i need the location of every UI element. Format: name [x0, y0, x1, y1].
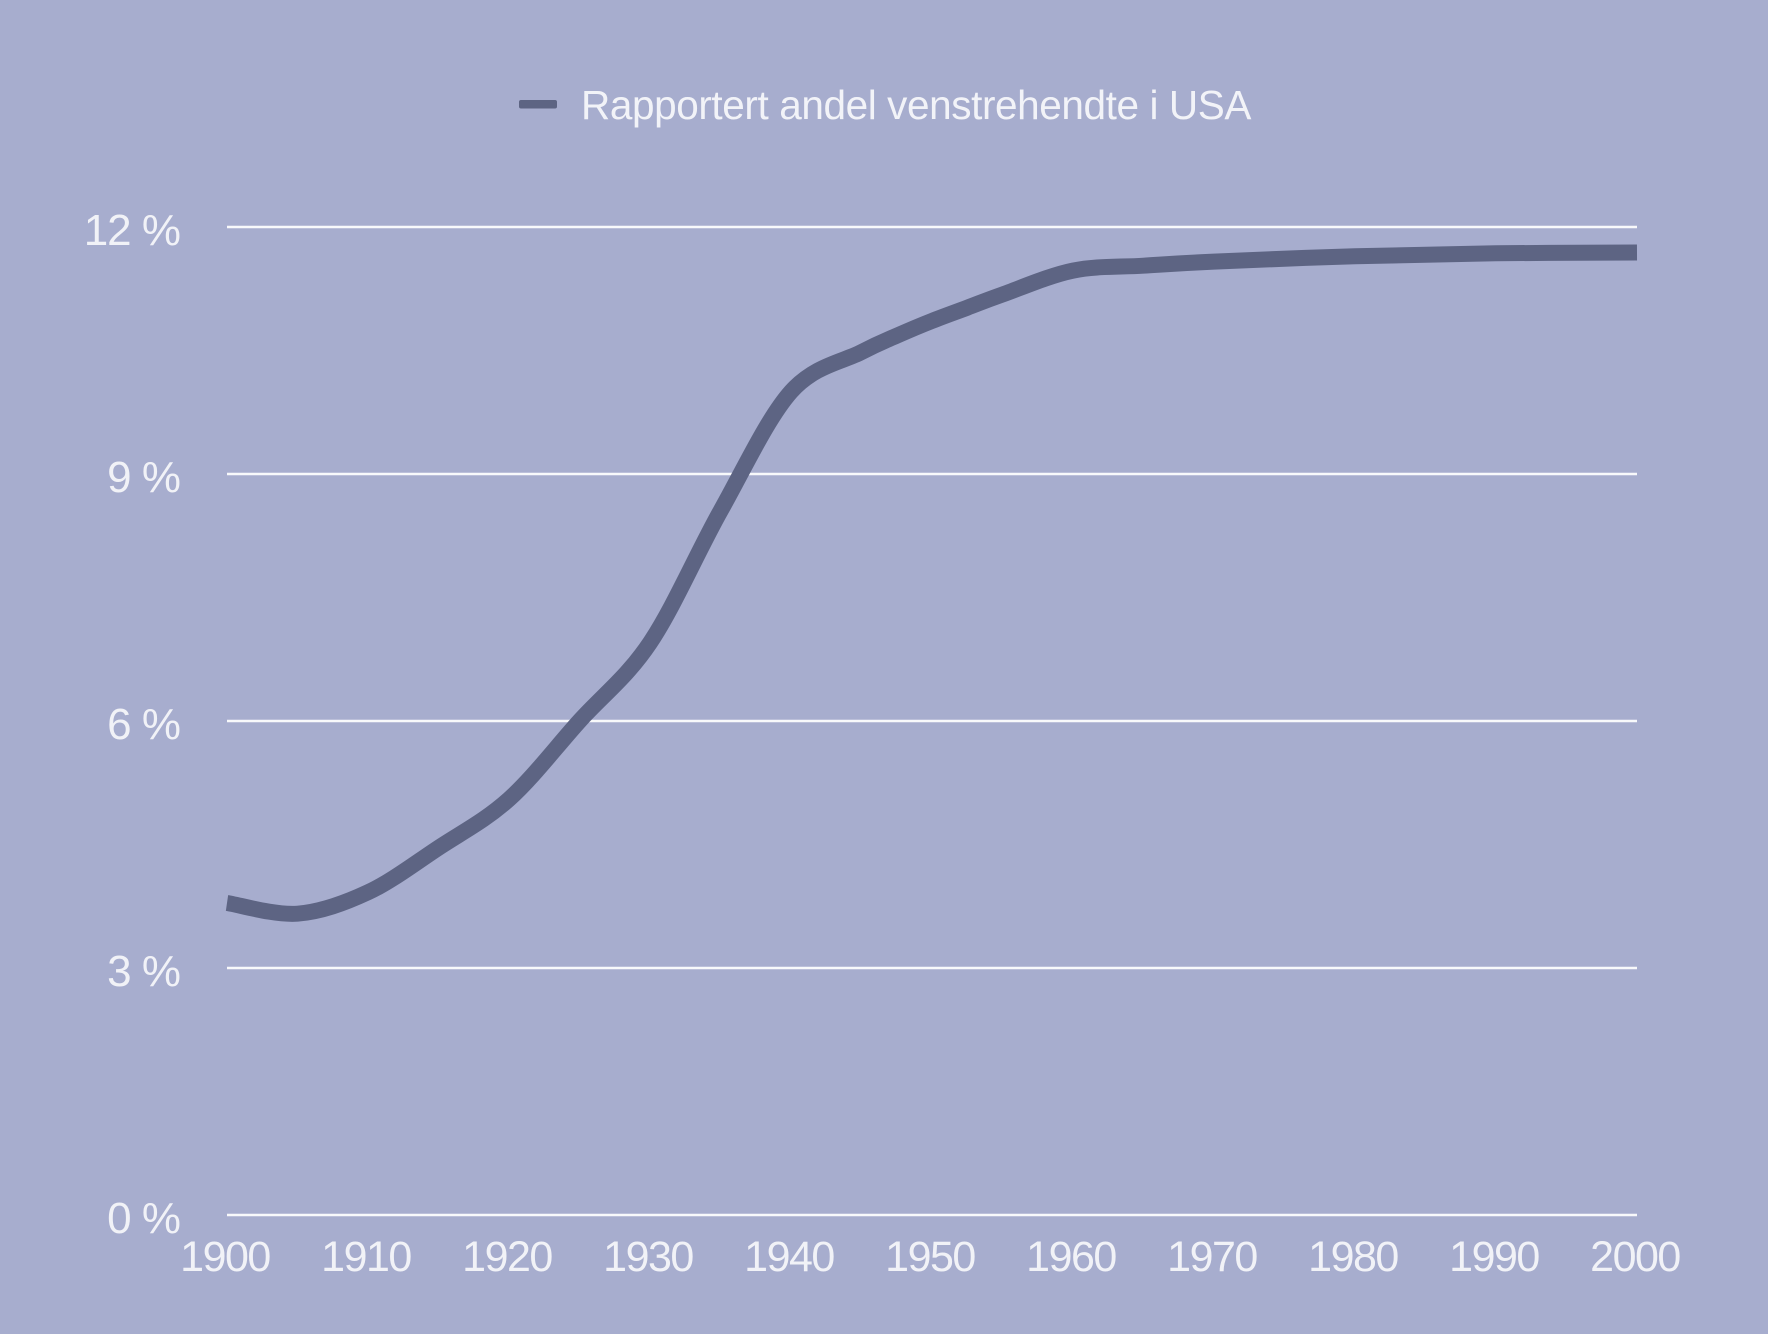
svg-text:Rapportert andel venstrehendte: Rapportert andel venstrehendte i USA [581, 82, 1251, 128]
svg-text:1960: 1960 [1026, 1233, 1116, 1281]
svg-text:0 %: 0 % [107, 1194, 180, 1243]
svg-text:1930: 1930 [603, 1233, 693, 1281]
svg-text:9 %: 9 % [107, 453, 180, 502]
svg-text:1940: 1940 [744, 1233, 834, 1281]
svg-text:1950: 1950 [885, 1233, 975, 1281]
svg-text:3 %: 3 % [107, 947, 180, 996]
svg-text:6 %: 6 % [107, 700, 180, 749]
svg-text:1910: 1910 [321, 1233, 411, 1281]
svg-text:1980: 1980 [1308, 1233, 1398, 1281]
svg-text:1990: 1990 [1449, 1233, 1539, 1281]
svg-text:12 %: 12 % [84, 206, 180, 255]
svg-text:1900: 1900 [180, 1233, 270, 1281]
svg-text:2000: 2000 [1590, 1233, 1680, 1281]
svg-text:1920: 1920 [462, 1233, 552, 1281]
svg-text:1970: 1970 [1167, 1233, 1257, 1281]
